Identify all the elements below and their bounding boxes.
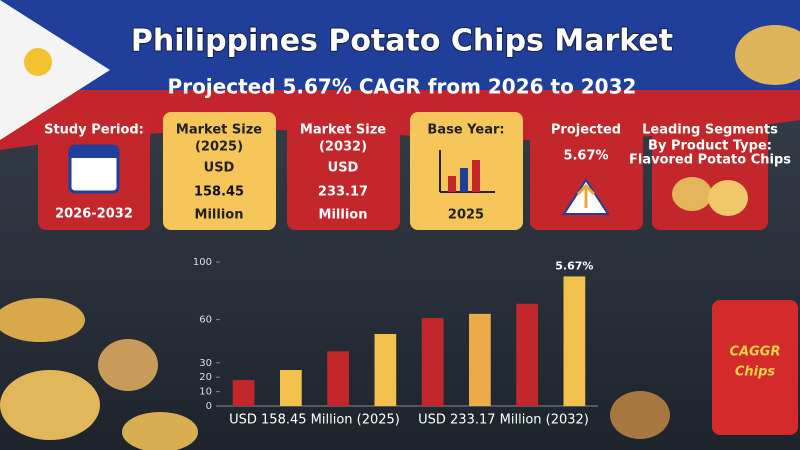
card-text: By Product Type:: [648, 139, 772, 154]
annotation: 5.67%: [555, 259, 593, 272]
chart-icon: [460, 168, 468, 192]
card-value: 5.67%: [563, 149, 608, 164]
bar: [516, 303, 538, 406]
card-text: (2025): [195, 140, 243, 155]
y-tick-label: 100: [193, 257, 212, 268]
card-text: USD: [204, 161, 235, 176]
card-text: 2025: [448, 208, 484, 223]
y-tick-label: 30: [199, 358, 212, 369]
y-tick-label: 10: [199, 387, 212, 398]
bar-chart: 0 10 20 30 60 100 5.67% USD 158.45 Million (202…: [193, 257, 598, 428]
card-text: Projected: [551, 123, 621, 138]
card-text: Study Period:: [44, 123, 144, 138]
card-text: Market Size: [176, 123, 262, 138]
card-text: (2032): [319, 140, 367, 155]
chip: [122, 412, 198, 450]
card-text: Market Size: [300, 123, 386, 138]
bar: [563, 276, 586, 406]
card-text: Flavored Potato Chips: [629, 153, 791, 168]
flag-sun: [24, 48, 52, 76]
bar: [327, 351, 349, 406]
subtitle: Projected 5.67% CAGR from 2026 to 2032: [168, 75, 637, 99]
bar: [280, 370, 302, 406]
y-tick-label: 0: [206, 401, 212, 412]
card-text: Million: [195, 208, 244, 223]
card-value: 233.17: [318, 185, 368, 200]
flag-blue: [0, 0, 800, 90]
chips-bag: [712, 300, 798, 435]
card: [163, 112, 276, 230]
card-text: 2026-2032: [55, 207, 133, 222]
x-group-label: USD 158.45 Million (2025): [229, 413, 400, 428]
card: [530, 112, 643, 230]
card: [287, 112, 400, 230]
card-text: Leading Segments: [642, 123, 778, 138]
chip: [735, 25, 800, 85]
bag-text: CAGGR: [730, 345, 781, 360]
potato: [98, 339, 158, 391]
title: Philippines Potato Chips Market: [131, 24, 673, 59]
flag-triangle: [0, 0, 110, 140]
y-tick-label: 20: [199, 372, 212, 383]
potato: [610, 391, 670, 439]
chip-icon: [672, 177, 712, 211]
bar: [421, 318, 444, 406]
arrow-icon: [576, 183, 596, 208]
y-tick-label: 60: [199, 315, 212, 326]
x-group-label: USD 233.17 Million (2032): [418, 413, 589, 428]
calendar-icon: [70, 146, 118, 158]
chip: [0, 370, 100, 440]
chip-icon: [708, 180, 748, 216]
card-value: 158.45: [194, 185, 244, 200]
chart-icon: [472, 160, 480, 192]
chart-icon: [448, 176, 456, 192]
bar: [232, 380, 255, 406]
card-text: Base Year:: [427, 123, 504, 138]
bar: [469, 313, 491, 406]
cards: Study Period: 2026-2032 Market Size (202…: [38, 112, 791, 230]
card-text: Million: [319, 208, 368, 223]
chip: [0, 298, 85, 342]
card-text: USD: [328, 161, 359, 176]
bag-text: Chips: [735, 365, 776, 380]
bar: [374, 334, 397, 406]
